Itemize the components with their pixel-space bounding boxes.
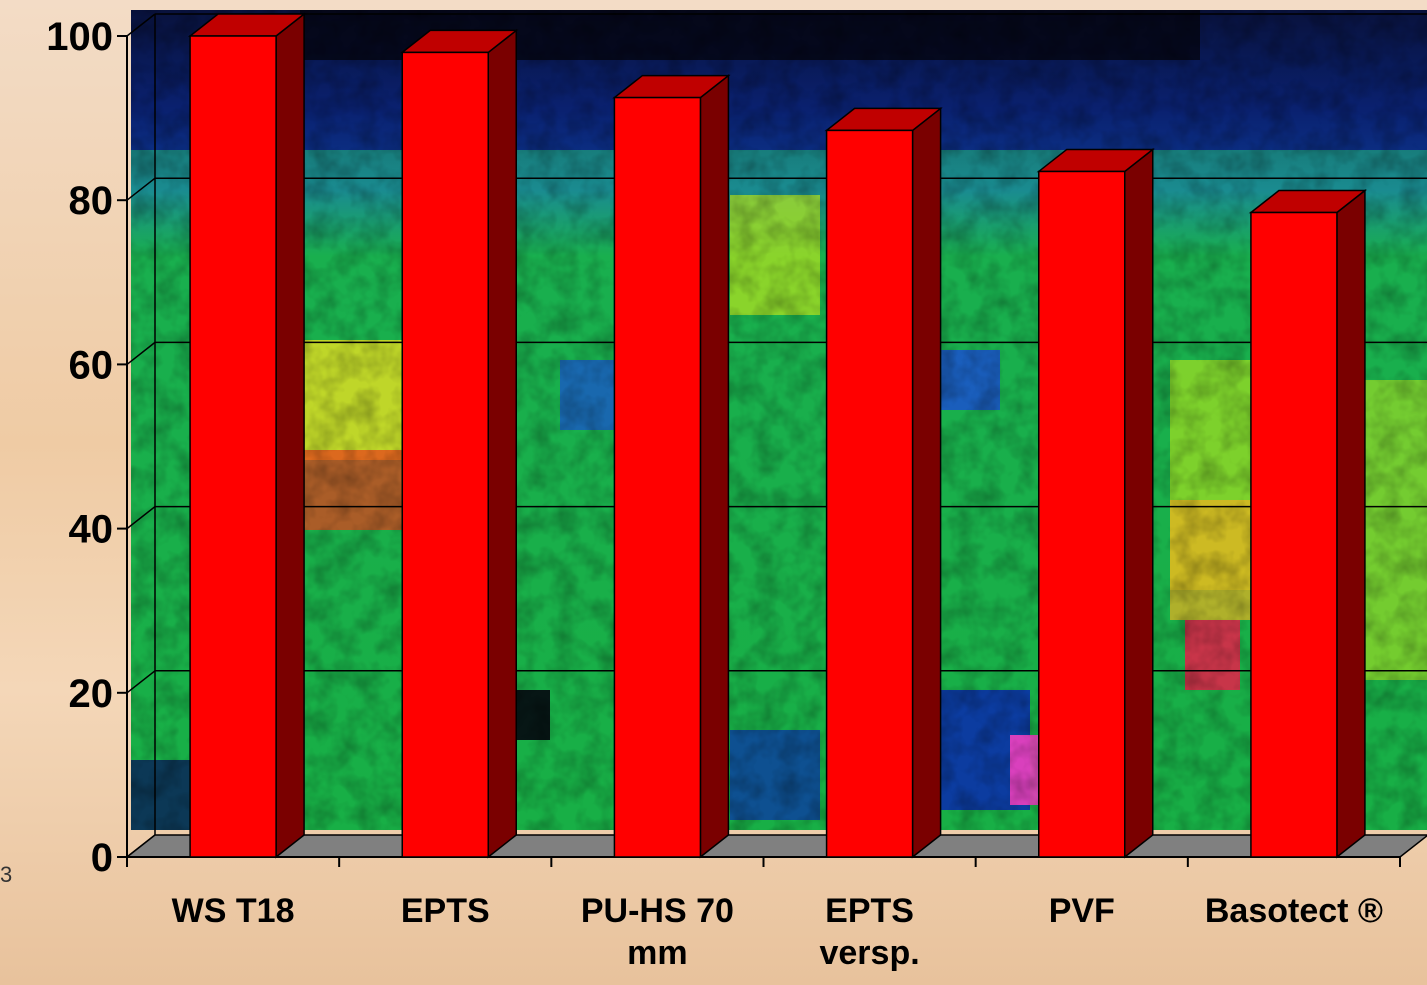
y-tick-label: 0 bbox=[91, 836, 113, 880]
bar bbox=[824, 106, 943, 859]
bar-front bbox=[613, 96, 702, 858]
bar-front bbox=[401, 51, 489, 858]
bar-front bbox=[825, 129, 914, 858]
x-tick-label-line: EPTS bbox=[401, 892, 490, 930]
bar-front bbox=[1038, 170, 1126, 858]
y-tick-label: 60 bbox=[69, 343, 114, 387]
bar-front bbox=[1250, 211, 1338, 858]
gridline-side bbox=[126, 506, 156, 530]
x-tick-label-line: mm bbox=[627, 934, 687, 972]
x-tick-label: PU-HS 70 mm bbox=[581, 892, 734, 972]
floor-plane bbox=[124, 834, 1427, 858]
gridline-side bbox=[126, 13, 156, 37]
bar-front bbox=[189, 35, 277, 858]
bar bbox=[187, 12, 307, 859]
chart-floor bbox=[124, 834, 1427, 858]
bar bbox=[400, 28, 519, 859]
y-tick-label: 20 bbox=[69, 672, 114, 716]
x-tick-label: EPTS bbox=[401, 892, 490, 930]
bar-side bbox=[911, 106, 942, 859]
gridline-side bbox=[126, 341, 156, 365]
x-tick-label: WS T18 bbox=[172, 892, 295, 930]
bar-side bbox=[275, 12, 305, 859]
bar bbox=[1248, 188, 1368, 859]
x-tick-label: EPTS versp. bbox=[819, 892, 919, 972]
y-tick-label: 80 bbox=[69, 179, 114, 223]
gridlines bbox=[126, 13, 1427, 858]
bars bbox=[187, 12, 1368, 859]
bar bbox=[612, 74, 731, 859]
x-tick-label-line: PVF bbox=[1049, 892, 1115, 930]
x-tick-label-line: WS T18 bbox=[172, 892, 295, 930]
bar-side bbox=[1336, 188, 1366, 859]
y-tick-labels: 0 20 40 60 80 100 bbox=[46, 15, 113, 880]
x-tick-label-line: Basotect ® bbox=[1205, 892, 1383, 930]
gridline-side bbox=[126, 177, 156, 201]
edge-artifact: 3 bbox=[0, 862, 13, 887]
plot-background-image bbox=[131, 10, 1427, 830]
x-tick-labels: WS T18 EPTS PU-HS 70 mm EPTS versp. PVF Basotec… bbox=[172, 892, 1383, 972]
x-tick-label: PVF bbox=[1049, 892, 1115, 930]
y-tick-label: 40 bbox=[69, 508, 114, 552]
x-tick-label-line: PU-HS 70 bbox=[581, 892, 734, 930]
bar-side bbox=[1124, 147, 1154, 859]
axes bbox=[117, 14, 1401, 867]
x-tick-label: Basotect ® bbox=[1205, 892, 1383, 930]
bar-side bbox=[699, 74, 730, 859]
y-tick-label: 100 bbox=[46, 15, 113, 59]
x-tick-label-line: EPTS bbox=[825, 892, 914, 930]
x-tick-label-line: versp. bbox=[819, 934, 919, 972]
bar-side bbox=[487, 28, 517, 859]
gridline-side bbox=[126, 670, 156, 694]
bar bbox=[1036, 147, 1155, 859]
